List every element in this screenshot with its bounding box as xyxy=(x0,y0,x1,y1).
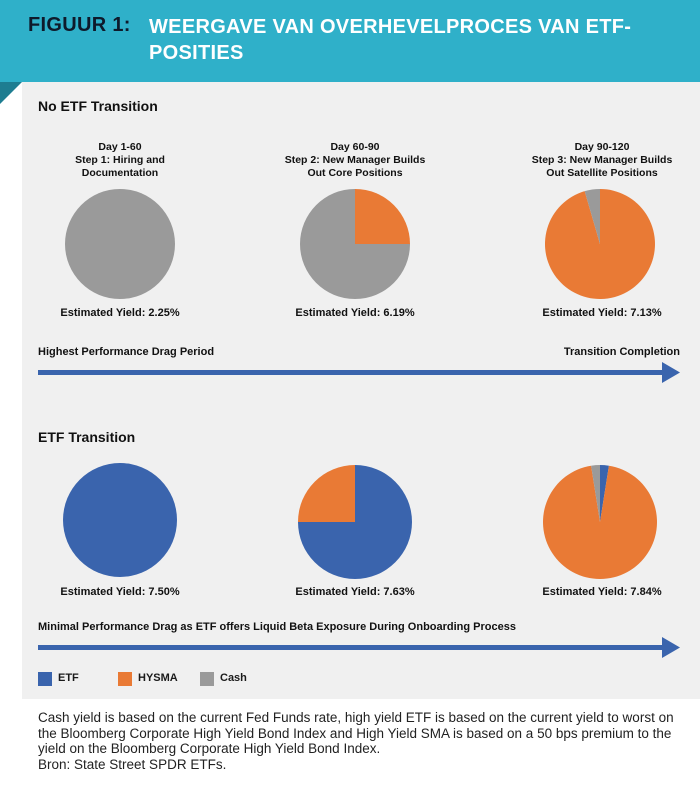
step-2-title-line2: Out Core Positions xyxy=(307,167,403,179)
pie-3-slice-hysma xyxy=(544,189,655,299)
yield-no-etf-1: Estimated Yield: 2.25% xyxy=(60,307,180,319)
pie-2-slice-cash xyxy=(300,189,410,299)
figure-title: WEERGAVE VAN OVERHEVELPROCES VAN ETF-POS… xyxy=(149,16,632,64)
yield-etf-1: Estimated Yield: 7.50% xyxy=(60,586,180,598)
yield-etf-2: Estimated Yield: 7.63% xyxy=(295,586,415,598)
section-title-etf: ETF Transition xyxy=(38,429,136,445)
arrow-shaft-no-etf xyxy=(38,370,664,375)
pie-1-slice-cash xyxy=(65,189,175,299)
pie-5 xyxy=(298,465,412,579)
legend-swatch-cash xyxy=(200,672,214,686)
legend-label-hysma: HYSMA xyxy=(138,672,178,684)
figure-header xyxy=(0,0,700,82)
note-minimal-drag: Minimal Performance Drag as ETF offers L… xyxy=(38,621,516,633)
step-2-day: Day 60-90 xyxy=(330,141,380,153)
footnote-text: Cash yield is based on the current Fed F… xyxy=(38,710,674,756)
legend-label-cash: Cash xyxy=(220,672,247,684)
arrow-head-etf xyxy=(662,637,680,658)
legend-swatch-hysma xyxy=(118,672,132,686)
step-2-title: Step 2: New Manager Builds xyxy=(284,154,426,166)
pie-1 xyxy=(65,189,175,299)
pie-5-slice-hysma xyxy=(298,465,355,522)
step-1-day: Day 1-60 xyxy=(98,141,142,153)
pie-6-slice-cash xyxy=(591,465,600,522)
pie-6-slice-etf xyxy=(600,465,609,522)
pie-2-slice-hysma xyxy=(355,189,410,244)
note-transition-completion: Transition Completion xyxy=(563,346,680,358)
pie-4-slice-etf xyxy=(63,463,177,577)
pie-3-slice-cash xyxy=(584,189,600,244)
arrow-shaft-etf xyxy=(38,645,664,650)
arrow-no-etf xyxy=(38,362,680,383)
figure-label: FIGUUR 1: xyxy=(28,14,131,36)
arrow-etf xyxy=(38,637,680,658)
footnote-source: Bron: State Street SPDR ETFs. xyxy=(38,756,227,772)
figure-panel xyxy=(22,82,700,699)
pie-6 xyxy=(543,465,657,579)
pie-3 xyxy=(544,189,655,299)
arrow-head-no-etf xyxy=(662,362,680,383)
step-3-title-line2: Out Satellite Positions xyxy=(546,167,658,179)
pie-6-slice-hysma xyxy=(543,465,657,579)
step-3-title: Step 3: New Manager Builds xyxy=(531,154,673,166)
step-1-label: Day 1-60 Step 1: Hiring and Documentatio… xyxy=(20,141,220,180)
header-fold xyxy=(0,82,22,104)
footnote: Cash yield is based on the current Fed F… xyxy=(38,710,678,772)
step-2-label: Day 60-90 Step 2: New Manager Builds Out… xyxy=(255,141,455,180)
yield-no-etf-3: Estimated Yield: 7.13% xyxy=(542,307,662,319)
yield-etf-3: Estimated Yield: 7.84% xyxy=(542,586,662,598)
legend-swatch-etf xyxy=(38,672,52,686)
pie-4 xyxy=(63,463,177,577)
legend-label-etf: ETF xyxy=(58,672,79,684)
step-3-day: Day 90-120 xyxy=(574,141,630,153)
yield-no-etf-2: Estimated Yield: 6.19% xyxy=(295,307,415,319)
note-highest-drag: Highest Performance Drag Period xyxy=(38,346,215,358)
pie-2 xyxy=(300,189,410,299)
section-title-no-etf: No ETF Transition xyxy=(38,98,158,114)
step-1-title: Step 1: Hiring and Documentation xyxy=(75,154,165,179)
step-3-label: Day 90-120 Step 3: New Manager Builds Ou… xyxy=(502,141,700,180)
